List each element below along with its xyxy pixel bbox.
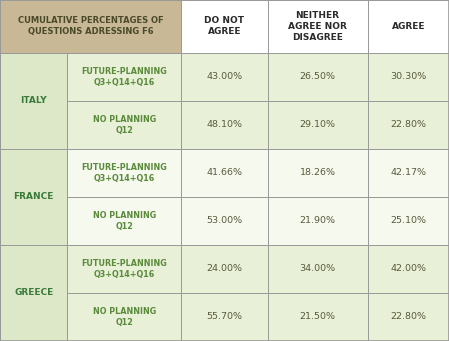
Bar [181, 101, 268, 149]
Text: 29.10%: 29.10% [299, 120, 335, 129]
Text: 34.00%: 34.00% [299, 265, 335, 273]
Bar [268, 149, 368, 197]
Bar [268, 197, 368, 245]
Bar [67, 101, 181, 149]
Text: 30.30%: 30.30% [390, 72, 427, 81]
Text: AGREE: AGREE [392, 22, 425, 31]
Text: FRANCE: FRANCE [13, 192, 54, 202]
Bar [268, 293, 368, 341]
Bar [368, 0, 449, 53]
Bar [181, 293, 268, 341]
Text: 48.10%: 48.10% [207, 120, 242, 129]
Bar [67, 53, 181, 101]
Bar [0, 197, 67, 245]
Bar [368, 197, 449, 245]
Text: 42.00%: 42.00% [390, 265, 426, 273]
Bar [67, 245, 181, 293]
Text: 55.70%: 55.70% [207, 312, 242, 322]
Bar [0, 0, 181, 53]
Bar [67, 149, 181, 197]
Text: 53.00%: 53.00% [207, 217, 242, 225]
Bar [268, 0, 368, 53]
Text: FUTURE-PLANNING
Q3+Q14+Q16: FUTURE-PLANNING Q3+Q14+Q16 [82, 259, 167, 279]
Text: 42.17%: 42.17% [390, 168, 426, 177]
Text: 22.80%: 22.80% [390, 312, 426, 322]
Bar [181, 53, 268, 101]
Bar [67, 293, 181, 341]
Bar [368, 53, 449, 101]
Text: 43.00%: 43.00% [207, 72, 242, 81]
Bar [181, 197, 268, 245]
Text: 18.26%: 18.26% [299, 168, 335, 177]
Text: FUTURE-PLANNING
Q3+Q14+Q16: FUTURE-PLANNING Q3+Q14+Q16 [82, 67, 167, 87]
Text: DO NOT
AGREE: DO NOT AGREE [204, 16, 245, 36]
Bar [0, 53, 67, 149]
Text: 25.10%: 25.10% [390, 217, 426, 225]
Text: NO PLANNING
Q12: NO PLANNING Q12 [93, 115, 156, 135]
Text: 41.66%: 41.66% [207, 168, 242, 177]
Bar [0, 149, 67, 245]
Bar [0, 101, 67, 149]
Bar [181, 0, 268, 53]
Bar [0, 53, 67, 101]
Bar [0, 245, 67, 293]
Bar [0, 245, 67, 341]
Text: 22.80%: 22.80% [390, 120, 426, 129]
Text: GREECE: GREECE [14, 288, 53, 297]
Text: CUMULATIVE PERCENTAGES OF
QUESTIONS ADRESSING F6: CUMULATIVE PERCENTAGES OF QUESTIONS ADRE… [18, 16, 163, 36]
Bar [181, 149, 268, 197]
Text: 21.90%: 21.90% [299, 217, 335, 225]
Text: 26.50%: 26.50% [299, 72, 335, 81]
Bar [0, 293, 67, 341]
Bar [181, 245, 268, 293]
Bar [268, 53, 368, 101]
Text: 21.50%: 21.50% [299, 312, 335, 322]
Text: NO PLANNING
Q12: NO PLANNING Q12 [93, 211, 156, 231]
Text: NEITHER
AGREE NOR
DISAGREE: NEITHER AGREE NOR DISAGREE [288, 11, 347, 42]
Bar [67, 197, 181, 245]
Bar [368, 149, 449, 197]
Bar [368, 293, 449, 341]
Bar [368, 101, 449, 149]
Text: FUTURE-PLANNING
Q3+Q14+Q16: FUTURE-PLANNING Q3+Q14+Q16 [82, 163, 167, 183]
Text: 24.00%: 24.00% [207, 265, 242, 273]
Text: NO PLANNING
Q12: NO PLANNING Q12 [93, 307, 156, 327]
Bar [368, 245, 449, 293]
Bar [268, 101, 368, 149]
Bar [0, 149, 67, 197]
Bar [268, 245, 368, 293]
Text: ITALY: ITALY [20, 97, 47, 105]
